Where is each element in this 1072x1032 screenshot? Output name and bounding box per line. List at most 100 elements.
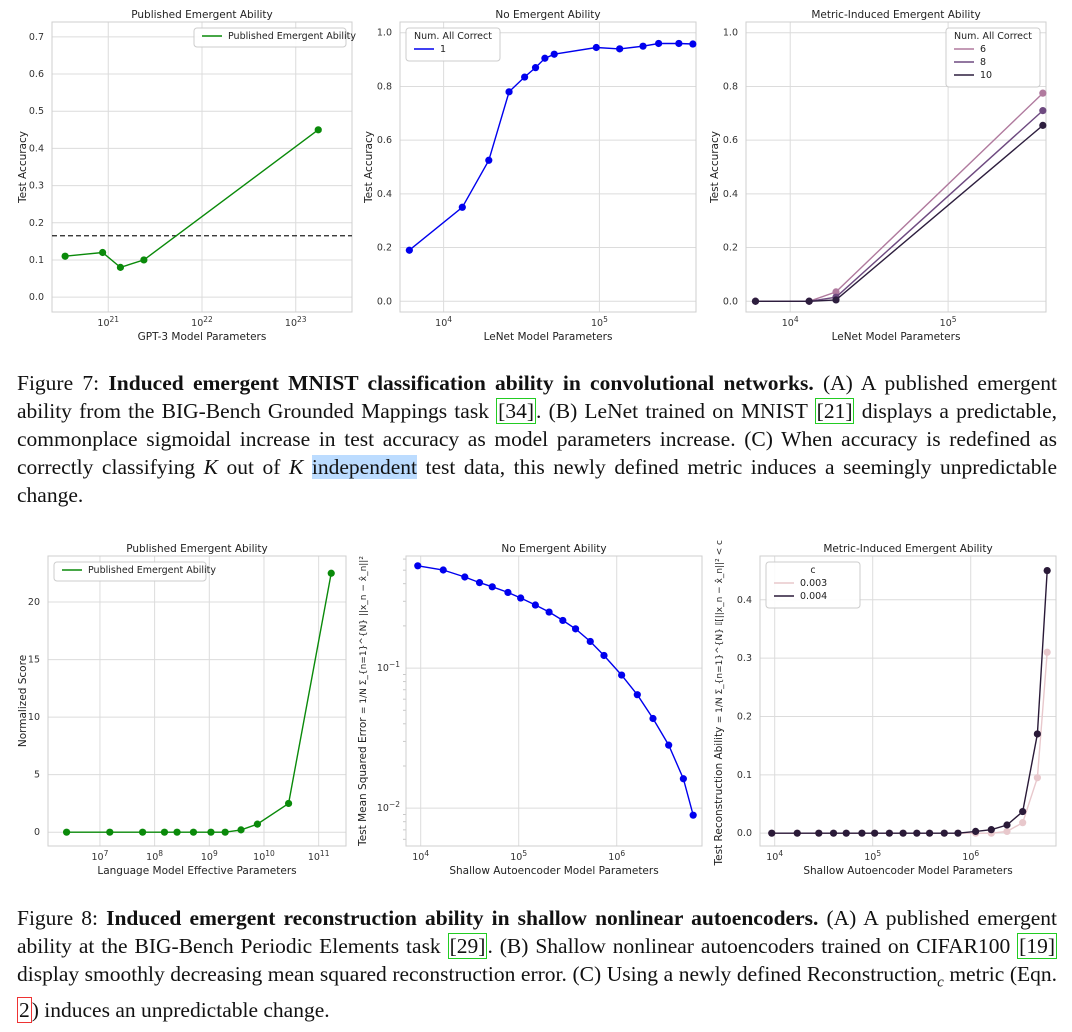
chart-f7c-title: Metric-Induced Emergent Ability	[811, 9, 980, 21]
figure8-text5: ) induces an unpredictable change.	[31, 998, 330, 1023]
chart-f8b-series-0-point-4	[488, 583, 496, 591]
chart-f7a-ytick-0: 0.0	[29, 292, 44, 303]
figure7-ref-21[interactable]: [21]	[814, 398, 855, 424]
chart-f7a-ylabel: Test Accuracy	[17, 131, 29, 204]
chart-f8a-series-0-point-1	[106, 828, 114, 836]
chart-f7b-series-0-point-4	[521, 73, 529, 81]
chart-f7b-svg: 104 105 0.0 0.2 0.4 0.6 0.8 1.0 No Emergent Abil…	[363, 9, 697, 343]
chart-f7c: 104 105 0.0 0.2 0.4 0.6 0.8 1.0 Metric-Induced E…	[706, 6, 1056, 346]
chart-f8a-frame	[47, 555, 347, 847]
chart-f8b-series-0-point-14	[633, 691, 641, 699]
chart-f8b-svg: 104 105 106 10−1 10−2 No Emergent Ability Shal…	[357, 543, 703, 877]
chart-f8c-series-1-point-18	[1043, 566, 1051, 575]
chart-f8c-series-1-point-8	[899, 829, 907, 837]
chart-f8a-series-0-point-11	[327, 569, 335, 577]
figure7-text2: . (B) LeNet trained on MNIST	[535, 399, 815, 423]
chart-f8c-ytick-0: 0.0	[737, 828, 752, 839]
chart-f8c-series-0-point-16	[1019, 819, 1027, 827]
chart-f7c-svg: 104 105 0.0 0.2 0.4 0.6 0.8 1.0 Metric-Induced E…	[709, 9, 1047, 343]
figure7-text4: out of	[217, 455, 289, 479]
figure8-sub-c: c	[937, 974, 944, 991]
chart-f7a-series-0-point-0	[61, 252, 69, 260]
chart-f8b-xtick-0: 104	[412, 849, 429, 863]
chart-f7b-ytick-3: 0.6	[377, 135, 392, 146]
chart-f7a-ytick-1: 0.1	[29, 255, 44, 266]
chart-f7a-legend-label-0: Published Emergent Ability	[228, 31, 356, 42]
chart-f7c-series-1-point-3	[1039, 107, 1047, 115]
chart-f8b-series-0-point-2	[461, 573, 469, 581]
chart-f7b-ytick-0: 0.0	[377, 296, 392, 307]
chart-f7b-series-0-point-8	[592, 43, 600, 52]
chart-f7c-legend-label-2: 10	[980, 70, 992, 81]
figure8-caption: Figure 8: Induced emergent reconstructio…	[17, 904, 1057, 1024]
chart-f8c-series-1-point-7	[885, 829, 893, 837]
chart-f8b-ylabel: Test Mean Squared Error = 1/N Σ_{n=1}^{N…	[357, 556, 369, 847]
chart-f7b-series-0-point-12	[675, 39, 683, 48]
chart-f8b-series-0-point-15	[649, 714, 657, 723]
chart-f8c-xtick-2: 106	[962, 849, 979, 863]
chart-f8a-series-0-point-6	[207, 828, 215, 836]
chart-f8a-xtick-2: 109	[201, 849, 218, 863]
chart-f7b-xlabel: LeNet Model Parameters	[484, 331, 613, 343]
chart-f7c-series-2-line	[755, 124, 1044, 302]
chart-f8b-series-0-point-7	[531, 601, 539, 609]
chart-f8c-series-1-point-16	[1019, 807, 1027, 816]
chart-f8c-series-0-line	[771, 652, 1048, 834]
chart-f8a-xlabel: Language Model Effective Parameters	[97, 865, 296, 877]
chart-f8c-ytick-1: 0.1	[737, 770, 752, 781]
chart-f8a-legend	[53, 561, 207, 582]
chart-f8b-series-0-point-6	[517, 594, 525, 602]
chart-f8c-xtick-0: 104	[766, 849, 783, 863]
chart-f8c-series-0-point-17	[1033, 774, 1041, 782]
chart-f8b-ytick-1: 10−2	[377, 800, 400, 814]
chart-f7c-series-0-line	[755, 92, 1044, 302]
figure8-label: Figure 8:	[17, 906, 98, 930]
chart-f8a-series-0-point-7	[221, 828, 229, 836]
chart-f7b-series-0-line	[408, 42, 693, 251]
chart-f7b-legend-title: Num. All Correct	[414, 31, 492, 42]
figure8-ref-19[interactable]: [19]	[1017, 933, 1057, 959]
chart-f8a-xtick-1: 108	[146, 849, 163, 863]
chart-f7b-series-0-point-1	[458, 203, 466, 211]
chart-f8c-title: Metric-Induced Emergent Ability	[823, 543, 992, 555]
chart-f7a-ytick-3: 0.3	[29, 181, 44, 192]
figure7-label: Figure 7:	[17, 371, 100, 395]
chart-f7a-frame	[51, 21, 353, 313]
chart-f8c-series-1-point-0	[768, 829, 776, 837]
figure8-text2: . (B) Shallow nonlinear autoencoders tra…	[487, 934, 1018, 958]
chart-f8a-svg: 107 108 109 1010 1011 0 5 10 15 20 Published Emerg…	[17, 543, 347, 877]
chart-f7c-series-2-point-3	[1039, 121, 1047, 129]
chart-f7b: 104 105 0.0 0.2 0.4 0.6 0.8 1.0 No Emergent Abil…	[360, 6, 706, 346]
figure8-text1: (A) A published emergent ability at the …	[17, 906, 1058, 958]
chart-f8c-svg: 104 105 106 0.0 0.1 0.2 0.3 0.4 Metric-Induced E…	[713, 540, 1057, 877]
chart-f8a-ytick-4: 20	[28, 597, 40, 608]
chart-f7a-ytick-4: 0.4	[29, 143, 44, 154]
chart-f7c-ylabel: Test Accuracy	[709, 131, 721, 204]
chart-f8b: 104 105 106 10−1 10−2 No Emergent Ability Shal…	[354, 540, 710, 880]
chart-f7b-series-0-point-10	[639, 42, 647, 50]
chart-f7c-series-2-point-2	[832, 296, 840, 304]
chart-f8c-series-1-point-13	[972, 827, 980, 836]
chart-f8a-xtick-3: 1010	[253, 849, 275, 863]
chart-f7a-series-0-point-3	[140, 256, 148, 264]
chart-f8c-series-1-point-14	[987, 826, 995, 834]
chart-f7c-ytick-0: 0.0	[723, 296, 738, 307]
figure7-text1: (A) A published emergent ability from th…	[17, 371, 1058, 423]
figure7-ref-34[interactable]: [34]	[496, 398, 536, 424]
chart-f8a-ytick-0: 0	[34, 827, 40, 838]
chart-f8b-series-0-point-16	[665, 741, 673, 749]
chart-f8b-series-0-point-10	[571, 625, 580, 633]
figure8-ref-29[interactable]: [29]	[447, 933, 488, 959]
chart-f8c-series-1-point-11	[940, 829, 948, 837]
chart-f7a-series-0-point-1	[99, 248, 107, 257]
chart-f7a-xlabel: GPT-3 Model Parameters	[138, 331, 267, 343]
chart-f8a-ytick-2: 10	[28, 712, 40, 723]
figure8-ref-eqn2[interactable]: 2	[17, 997, 32, 1024]
chart-f7a-ytick-5: 0.5	[29, 106, 44, 117]
chart-f7a-svg: 1021 1022 1023 0.0 0.1 0.2 0.3 0.4 0.5 0.6 0.7 Publ…	[17, 9, 356, 343]
chart-f7b-ytick-5: 1.0	[377, 28, 392, 39]
figure7-bold: Induced emergent MNIST classification ab…	[108, 371, 814, 395]
chart-f7b-ytick-1: 0.2	[377, 243, 392, 254]
chart-f8c-legend-label-0: 0.003	[800, 578, 827, 589]
chart-f7c-xlabel: LeNet Model Parameters	[832, 331, 961, 343]
